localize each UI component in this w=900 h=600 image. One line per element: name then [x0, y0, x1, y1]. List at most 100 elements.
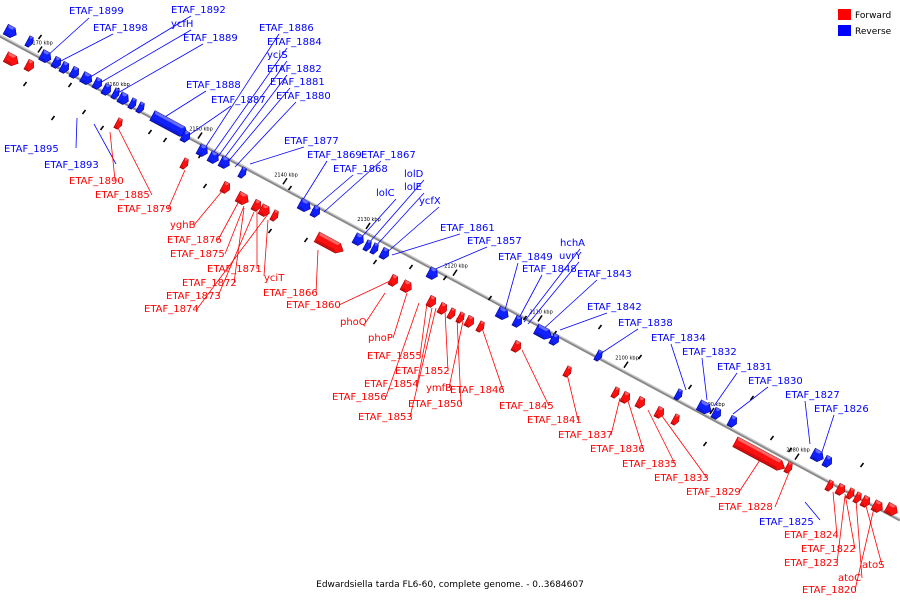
forward-label-22: ETAF_1850	[408, 399, 463, 410]
forward-gene-18	[475, 320, 485, 333]
forward-label-5-leader	[217, 202, 239, 241]
forward-label-33-leader	[844, 493, 856, 550]
reverse-label-8: yciS	[267, 50, 288, 61]
marker-dash	[597, 324, 603, 330]
forward-gene-20	[562, 365, 572, 378]
reverse-label-13: ETAF_1887	[211, 95, 266, 106]
marker-dash	[749, 395, 755, 401]
forward-label-29: ETAF_1833	[654, 473, 709, 484]
forward-label-26: ETAF_1837	[558, 430, 613, 441]
reverse-label-23-leader	[384, 206, 440, 255]
reverse-label-39: ETAF_1825	[759, 517, 814, 528]
forward-label-21: ETAF_1856	[332, 392, 387, 403]
reverse-label-25-leader	[432, 246, 488, 271]
reverse-label-37: ETAF_1827	[785, 390, 840, 401]
marker-dash	[22, 81, 28, 87]
reverse-label-8-leader	[216, 60, 288, 159]
forward-label-29-leader	[661, 415, 708, 479]
reverse-gene-30	[548, 332, 559, 346]
marker-dash	[81, 109, 87, 115]
reverse-label-14-leader	[75, 117, 78, 149]
forward-label-8: yciT	[264, 273, 285, 284]
reverse-gene-18	[217, 155, 230, 169]
reverse-label-34: ETAF_1832	[682, 347, 737, 358]
reverse-label-12-leader	[159, 90, 207, 121]
reverse-gene-34	[710, 406, 721, 420]
reverse-label-5: ETAF_1889	[183, 33, 238, 44]
reverse-label-9-leader	[221, 74, 288, 162]
reverse-gene-31	[593, 349, 603, 362]
marker-dash	[787, 447, 793, 453]
forward-gene-31	[852, 491, 862, 504]
forward-gene-28	[824, 479, 834, 492]
tick-mark	[623, 361, 629, 369]
marker-dash	[687, 384, 693, 390]
reverse-label-13-leader	[185, 105, 232, 138]
reverse-label-4-leader	[97, 29, 192, 85]
forward-gene-29	[834, 482, 845, 496]
reverse-label-24: ETAF_1861	[440, 223, 495, 234]
forward-label-24-leader	[409, 307, 437, 418]
forward-label-4-leader	[193, 189, 224, 226]
marker-dash	[162, 137, 168, 143]
forward-gene-10	[313, 231, 344, 254]
tick-mark	[197, 132, 203, 139]
forward-label-10-leader	[217, 211, 255, 297]
forward-label-37: ETAF_1820	[802, 585, 857, 596]
reverse-label-17: ETAF_1869	[307, 150, 362, 161]
forward-label-35-leader	[865, 505, 883, 566]
reverse-label-11-leader	[234, 101, 297, 168]
reverse-label-38-leader	[821, 414, 835, 453]
reverse-gene-24	[369, 242, 379, 255]
forward-label-23-leader	[521, 349, 550, 407]
marker-dash	[702, 441, 708, 447]
forward-label-34: ETAF_1823	[784, 558, 839, 569]
reverse-label-3: ETAF_1892	[171, 5, 226, 16]
reverse-gene-3	[38, 49, 52, 63]
forward-label-19-leader	[448, 320, 464, 389]
forward-label-10: ETAF_1873	[166, 291, 221, 302]
reverse-label-36-leader	[732, 386, 769, 415]
forward-gene-23	[634, 395, 645, 409]
reverse-label-1-leader	[45, 17, 90, 58]
reverse-label-11: ETAF_1880	[276, 91, 331, 102]
forward-gene-22	[619, 390, 630, 404]
forward-gene-15	[446, 307, 456, 320]
reverse-label-29: ETAF_1848	[522, 264, 577, 275]
tick-mark	[537, 314, 543, 322]
forward-label-31: ETAF_1828	[718, 502, 773, 513]
reverse-label-32-leader	[599, 328, 639, 355]
reverse-gene-36	[809, 447, 824, 463]
tick-mark	[37, 46, 43, 53]
reverse-gene-2	[24, 35, 34, 48]
reverse-label-19-leader	[311, 174, 354, 211]
forward-label-37-leader	[854, 507, 875, 591]
forward-label-22-leader	[456, 317, 462, 405]
forward-label-24: ETAF_1853	[358, 412, 413, 423]
reverse-label-2: ETAF_1898	[93, 23, 148, 34]
reverse-gene-23	[362, 239, 372, 252]
forward-label-28: ETAF_1835	[622, 459, 677, 470]
marker-dash	[303, 237, 309, 243]
reverse-gene-8	[91, 76, 102, 90]
forward-label-19: ymfB	[426, 383, 452, 394]
reverse-label-12: ETAF_1888	[186, 80, 241, 91]
reverse-gene-4	[50, 55, 61, 69]
reverse-label-28-leader	[504, 262, 519, 311]
forward-label-26-leader	[610, 397, 621, 436]
reverse-label-7-leader	[210, 47, 288, 157]
forward-gene-2	[23, 58, 34, 72]
forward-label-25: ETAF_1841	[527, 415, 582, 426]
marker-dash	[37, 34, 43, 40]
forward-label-32: ETAF_1824	[784, 530, 839, 541]
reverse-gene-11	[116, 91, 129, 105]
reverse-label-10: ETAF_1881	[270, 77, 325, 88]
forward-gene-6	[234, 190, 249, 206]
forward-label-14: phoQ	[340, 317, 367, 328]
reverse-gene-13	[135, 101, 145, 114]
forward-gene-21	[610, 386, 620, 399]
reverse-label-27-leader	[527, 261, 580, 325]
forward-label-4: yghB	[170, 220, 196, 231]
reverse-label-5-leader	[115, 43, 204, 95]
forward-label-27: ETAF_1836	[590, 444, 645, 455]
